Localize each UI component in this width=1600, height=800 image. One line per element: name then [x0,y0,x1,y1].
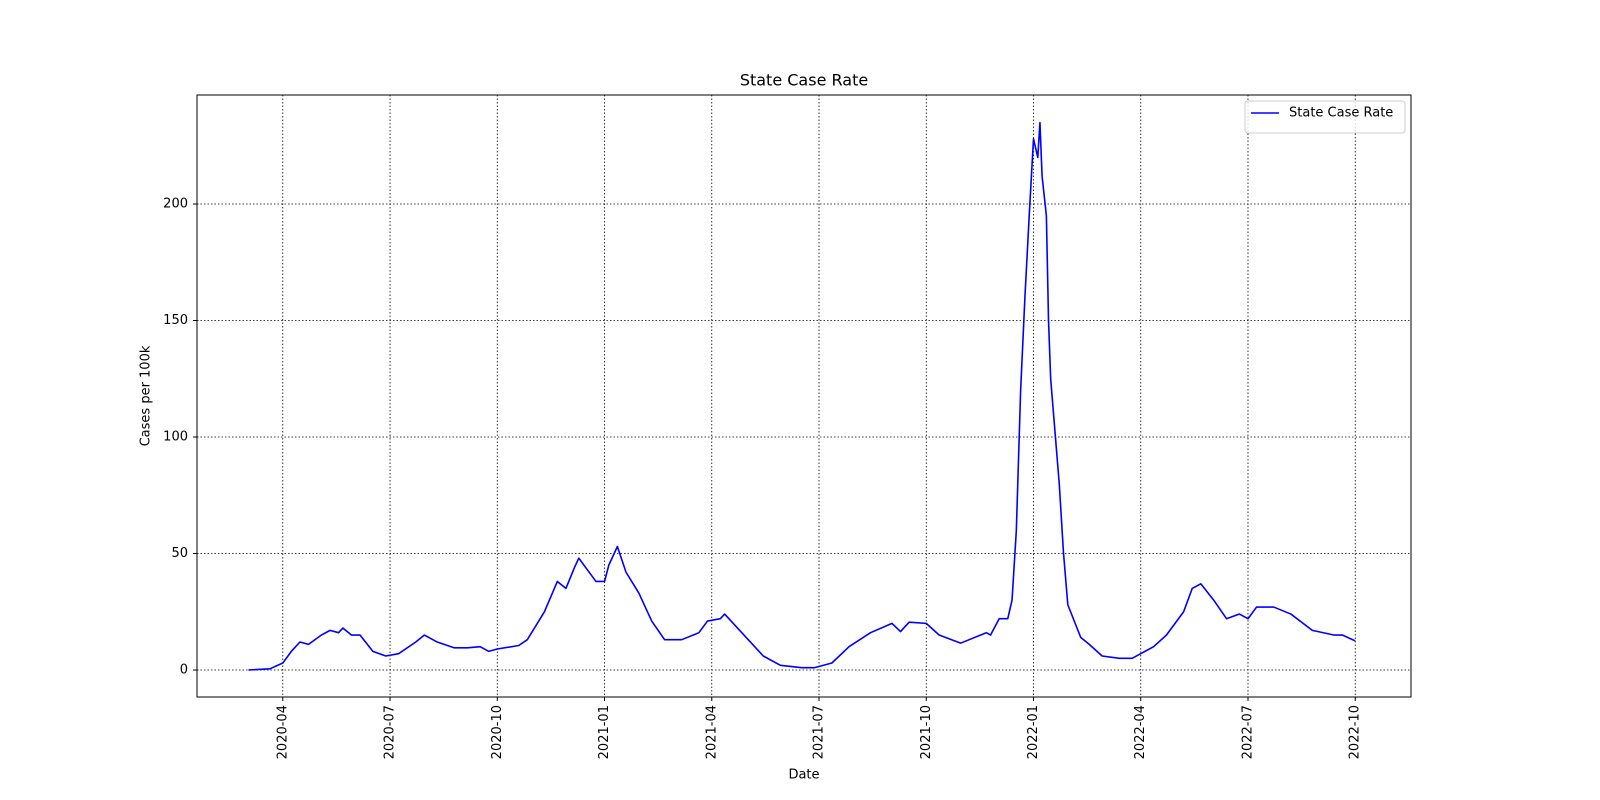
x-tick-label: 2022-04 [1133,705,1148,759]
y-tick-label: 100 [163,430,188,445]
x-tick-label: 2021-07 [812,705,827,759]
legend-label: State Case Rate [1289,106,1393,121]
y-tick-label: 50 [171,546,188,561]
x-tick-label: 2020-07 [383,705,398,759]
x-tick-label: 2021-10 [919,705,934,759]
x-tick-label: 2022-07 [1240,705,1255,759]
legend-box [1244,100,1406,134]
x-tick-label: 2021-04 [704,705,719,759]
x-axis-label: Date [788,768,819,783]
y-axis-label: Cases per 100k [139,345,154,446]
x-tick-label: 2020-04 [275,705,290,759]
x-tick-label: 2022-10 [1348,705,1363,759]
y-tick-label: 0 [180,662,188,677]
x-tick-label: 2020-10 [490,705,505,759]
chart-title: State Case Rate [740,71,868,90]
x-tick-label: 2021-01 [597,705,612,759]
data-line [248,121,1356,671]
y-tick-label: 200 [163,197,188,212]
x-tick-label: 2022-01 [1026,705,1041,759]
y-tick-label: 150 [163,313,188,328]
axes-frame [196,94,1412,698]
